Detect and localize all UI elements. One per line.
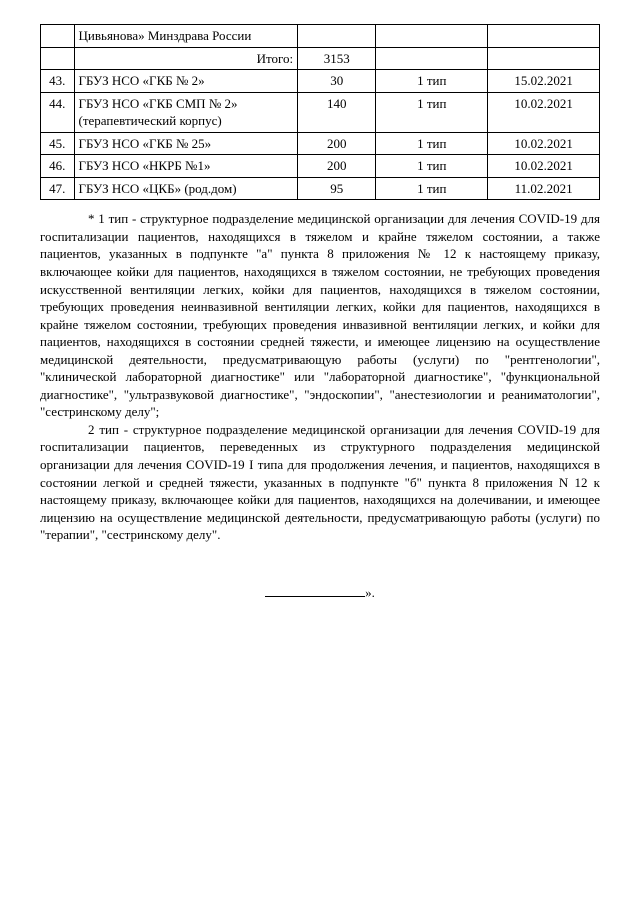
table-cell: 10.02.2021 bbox=[488, 92, 600, 132]
table-cell: ГБУЗ НСО «ГКБ № 25» bbox=[74, 132, 298, 155]
table-row: 44.ГБУЗ НСО «ГКБ СМП № 2» (терапевтическ… bbox=[41, 92, 600, 132]
table-cell: 1 тип bbox=[376, 70, 488, 93]
table-cell bbox=[376, 25, 488, 48]
table-cell: Цивьянова» Минздрава России bbox=[74, 25, 298, 48]
table-cell: 46. bbox=[41, 155, 75, 178]
table-row: Цивьянова» Минздрава России bbox=[41, 25, 600, 48]
table-cell: 95 bbox=[298, 177, 376, 200]
table-cell: 200 bbox=[298, 155, 376, 178]
table-cell bbox=[488, 47, 600, 70]
table-cell bbox=[41, 25, 75, 48]
table-cell: 43. bbox=[41, 70, 75, 93]
table-cell: 47. bbox=[41, 177, 75, 200]
signature-line: ». bbox=[40, 584, 600, 602]
table-cell: Итого: bbox=[74, 47, 298, 70]
table-cell: 1 тип bbox=[376, 92, 488, 132]
table-cell: 1 тип bbox=[376, 177, 488, 200]
table-cell: ГБУЗ НСО «ГКБ № 2» bbox=[74, 70, 298, 93]
table-cell bbox=[488, 25, 600, 48]
table-cell: 140 bbox=[298, 92, 376, 132]
table-cell: 1 тип bbox=[376, 155, 488, 178]
table-cell: 15.02.2021 bbox=[488, 70, 600, 93]
table-cell bbox=[298, 25, 376, 48]
table-row: 46.ГБУЗ НСО «НКРБ №1»2001 тип10.02.2021 bbox=[41, 155, 600, 178]
table-cell: 10.02.2021 bbox=[488, 155, 600, 178]
footnote-type1: * 1 тип - структурное подразделение меди… bbox=[40, 210, 600, 421]
footnote-type2: 2 тип - структурное подразделение медици… bbox=[40, 421, 600, 544]
table-cell: ГБУЗ НСО «ГКБ СМП № 2» (терапевтический … bbox=[74, 92, 298, 132]
table-cell bbox=[41, 47, 75, 70]
data-table: Цивьянова» Минздрава РоссииИтого:315343.… bbox=[40, 24, 600, 200]
table-cell: 11.02.2021 bbox=[488, 177, 600, 200]
table-row: 47.ГБУЗ НСО «ЦКБ» (род.дом)951 тип11.02.… bbox=[41, 177, 600, 200]
table-row: 43.ГБУЗ НСО «ГКБ № 2»301 тип15.02.2021 bbox=[41, 70, 600, 93]
table-row: Итого:3153 bbox=[41, 47, 600, 70]
table-cell: 200 bbox=[298, 132, 376, 155]
table-cell: 10.02.2021 bbox=[488, 132, 600, 155]
table-cell: 30 bbox=[298, 70, 376, 93]
table-cell: 45. bbox=[41, 132, 75, 155]
table-cell: 1 тип bbox=[376, 132, 488, 155]
table-cell: ГБУЗ НСО «ЦКБ» (род.дом) bbox=[74, 177, 298, 200]
signature-suffix: ». bbox=[365, 585, 375, 600]
table-cell: 3153 bbox=[298, 47, 376, 70]
table-row: 45.ГБУЗ НСО «ГКБ № 25»2001 тип10.02.2021 bbox=[41, 132, 600, 155]
table-cell bbox=[376, 47, 488, 70]
table-cell: ГБУЗ НСО «НКРБ №1» bbox=[74, 155, 298, 178]
table-cell: 44. bbox=[41, 92, 75, 132]
